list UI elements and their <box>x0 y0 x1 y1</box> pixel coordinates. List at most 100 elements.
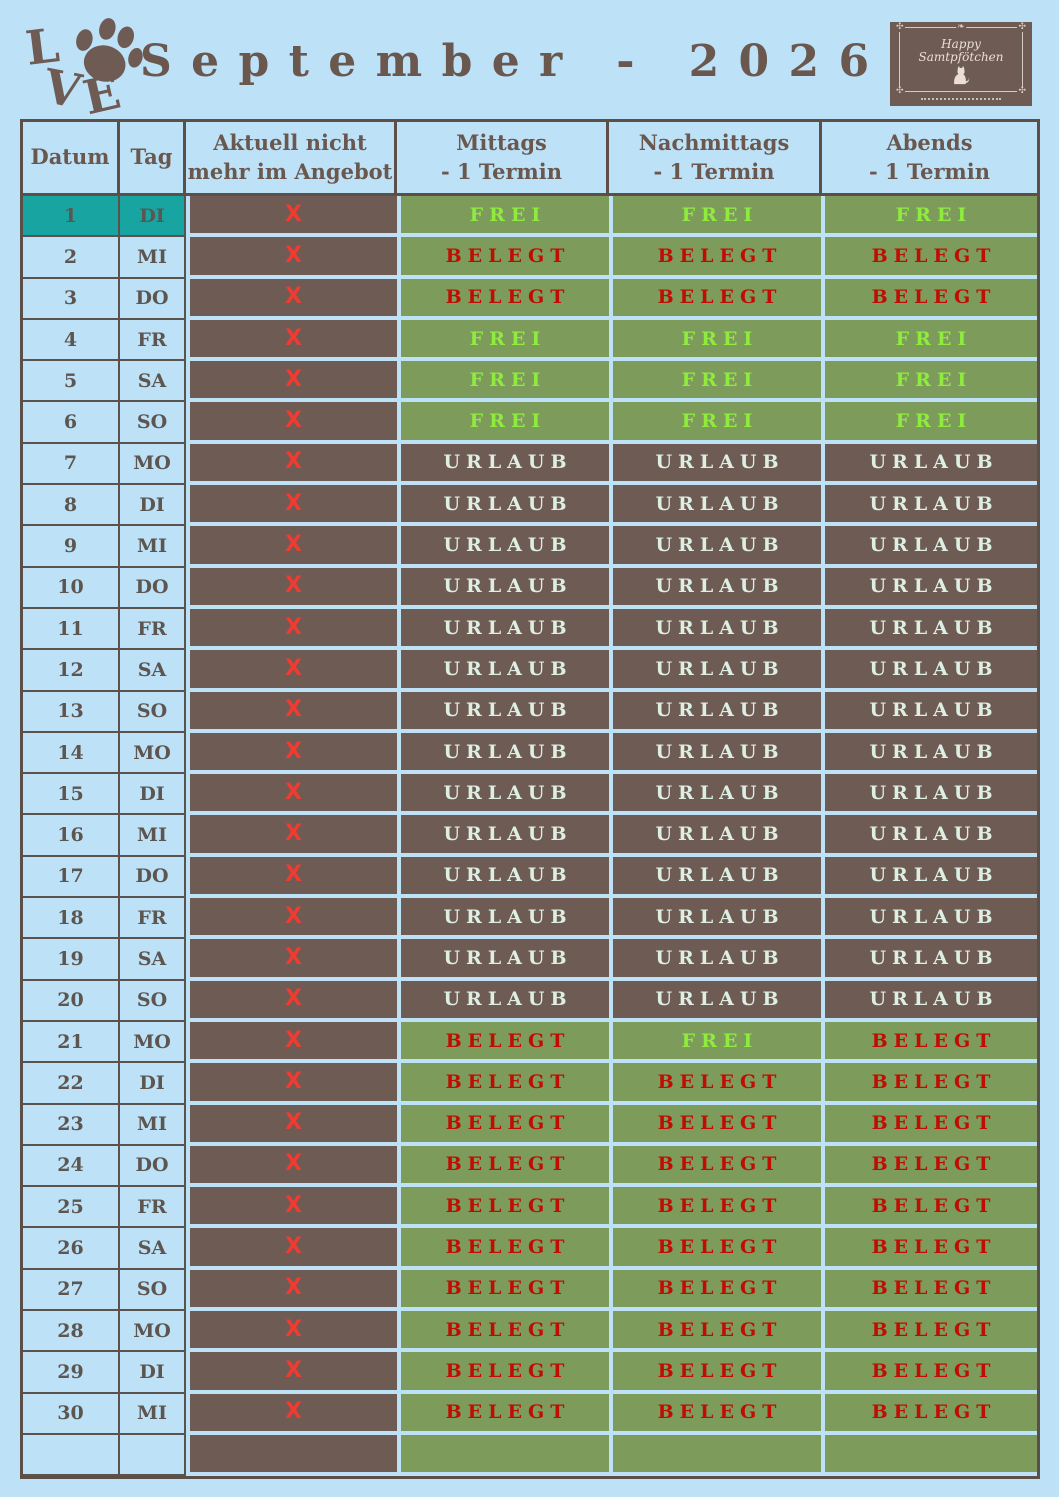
not-offered-cell: X <box>190 443 397 482</box>
slot-nachmittags-cell: FREI <box>613 1021 821 1060</box>
date-cell: 2 <box>23 237 120 279</box>
not-offered-cell: X <box>190 1145 397 1184</box>
table-row: 21 MO X BELEGT FREI BELEGT <box>23 1021 1037 1064</box>
date-cell: 6 <box>23 402 120 444</box>
slot-nachmittags-cell: URLAUB <box>613 980 821 1018</box>
day-cell: MI <box>120 237 186 279</box>
table-row: 23 MI X BELEGT BELEGT BELEGT <box>23 1104 1037 1146</box>
not-offered-cell: X <box>190 485 397 523</box>
slot-nachmittags-cell: BELEGT <box>613 1063 821 1101</box>
slot-nachmittags-cell: URLAUB <box>613 691 821 729</box>
slot-mittags-cell: BELEGT <box>401 1228 609 1266</box>
header-tag: Tag <box>120 122 186 193</box>
date-cell: 18 <box>23 898 120 940</box>
day-cell: SA <box>120 939 186 981</box>
not-offered-cell: X <box>190 278 397 316</box>
slot-nachmittags-cell: URLAUB <box>613 526 821 564</box>
slot-mittags-cell: URLAUB <box>401 526 609 564</box>
x-mark: X <box>285 903 302 929</box>
day-cell: DI <box>120 774 186 816</box>
header-abends-line2: - 1 Termin <box>868 158 991 184</box>
table-row <box>23 1434 1037 1477</box>
slot-abends-cell: URLAUB <box>825 691 1037 729</box>
brand-name-line1: Happy <box>941 37 981 51</box>
slot-nachmittags-cell: URLAUB <box>613 898 821 936</box>
date-cell: 4 <box>23 319 120 362</box>
date-cell: 10 <box>23 567 120 609</box>
slot-nachmittags-cell: URLAUB <box>613 485 821 523</box>
slot-nachmittags-cell: BELEGT <box>613 1228 821 1266</box>
table-row: 11 FR X URLAUB URLAUB URLAUB <box>23 608 1037 651</box>
table-row: 27 SO X BELEGT BELEGT BELEGT <box>23 1269 1037 1312</box>
slot-mittags-cell: URLAUB <box>401 732 609 771</box>
slot-abends-cell: FREI <box>825 402 1037 440</box>
slot-mittags-cell: URLAUB <box>401 691 609 729</box>
slot-mittags-cell: URLAUB <box>401 443 609 482</box>
slot-abends-cell: BELEGT <box>825 1269 1037 1308</box>
header-not-offered-line1: Aktuell nicht <box>213 130 367 156</box>
slot-nachmittags-cell: URLAUB <box>613 443 821 482</box>
slot-abends-cell: URLAUB <box>825 774 1037 812</box>
header-nachmittags: Nachmittags - 1 Termin <box>609 122 822 193</box>
table-row: 29 DI X BELEGT BELEGT BELEGT <box>23 1352 1037 1394</box>
slot-mittags-cell: BELEGT <box>401 1187 609 1225</box>
date-cell: 11 <box>23 608 120 651</box>
not-offered-cell: X <box>190 732 397 771</box>
slot-mittags-cell: FREI <box>401 402 609 440</box>
not-offered-cell: X <box>190 691 397 729</box>
day-cell: FR <box>120 319 186 362</box>
slot-abends-cell: URLAUB <box>825 608 1037 647</box>
page-title: September - 2026 <box>140 36 889 87</box>
day-cell: FR <box>120 608 186 651</box>
x-mark: X <box>285 697 302 723</box>
slot-abends-cell: BELEGT <box>825 1228 1037 1266</box>
table-row: 18 FR X URLAUB URLAUB URLAUB <box>23 898 1037 940</box>
not-offered-cell: X <box>190 939 397 977</box>
slot-abends-cell: BELEGT <box>825 1021 1037 1060</box>
slot-nachmittags-cell: BELEGT <box>613 237 821 275</box>
slot-nachmittags-cell: URLAUB <box>613 939 821 977</box>
slot-nachmittags-cell <box>613 1434 821 1473</box>
slot-abends-cell: URLAUB <box>825 980 1037 1018</box>
slot-nachmittags-cell: URLAUB <box>613 815 821 853</box>
slot-mittags-cell: URLAUB <box>401 608 609 647</box>
x-mark: X <box>285 1316 302 1342</box>
slot-nachmittags-cell: FREI <box>613 319 821 358</box>
slot-mittags-cell: URLAUB <box>401 485 609 523</box>
slot-mittags-cell: BELEGT <box>401 1393 609 1431</box>
slot-abends-cell: FREI <box>825 319 1037 358</box>
x-mark: X <box>285 573 302 599</box>
not-offered-cell: X <box>190 567 397 605</box>
table-row: 4 FR X FREI FREI FREI <box>23 319 1037 362</box>
x-mark: X <box>285 408 302 434</box>
day-cell: FR <box>120 1187 186 1229</box>
slot-mittags-cell: FREI <box>401 361 609 399</box>
day-cell: SO <box>120 1269 186 1312</box>
table-row: 10 DO X URLAUB URLAUB URLAUB <box>23 567 1037 609</box>
slot-nachmittags-cell: FREI <box>613 402 821 440</box>
slot-mittags-cell: URLAUB <box>401 898 609 936</box>
date-cell: 12 <box>23 650 120 692</box>
header-not-offered: Aktuell nicht mehr im Angebot <box>186 122 397 193</box>
slot-mittags-cell: URLAUB <box>401 567 609 605</box>
slot-abends-cell: BELEGT <box>825 278 1037 316</box>
slot-abends-cell: URLAUB <box>825 815 1037 853</box>
slot-abends-cell <box>825 1434 1037 1473</box>
not-offered-cell: X <box>190 980 397 1018</box>
calendar-table: Datum Tag Aktuell nicht mehr im Angebot … <box>20 119 1040 1480</box>
love-letter-v: V <box>39 59 86 120</box>
slot-nachmittags-cell: FREI <box>613 361 821 399</box>
x-mark: X <box>285 284 302 310</box>
table-row: 17 DO X URLAUB URLAUB URLAUB <box>23 856 1037 899</box>
table-row: 26 SA X BELEGT BELEGT BELEGT <box>23 1228 1037 1270</box>
slot-mittags-cell: URLAUB <box>401 856 609 895</box>
slot-mittags-cell: BELEGT <box>401 1063 609 1101</box>
slot-abends-cell: URLAUB <box>825 856 1037 895</box>
header-mittags-line1: Mittags <box>456 130 547 156</box>
not-offered-cell: X <box>190 1352 397 1390</box>
header-abends: Abends - 1 Termin <box>822 122 1037 193</box>
not-offered-cell: X <box>190 650 397 688</box>
brand-logo-frame: ✣ ✣ ✣ ✣ ❧ <box>895 23 1027 96</box>
slot-mittags-cell: BELEGT <box>401 1311 609 1349</box>
slot-nachmittags-cell: URLAUB <box>613 856 821 895</box>
